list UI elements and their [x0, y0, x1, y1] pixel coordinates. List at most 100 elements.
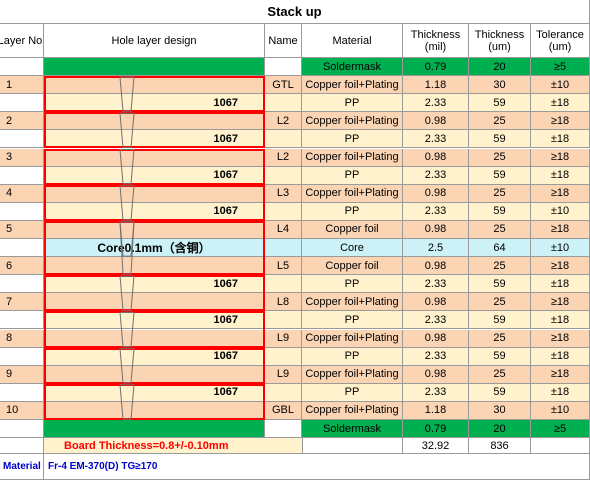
layer-name-cell: [265, 420, 302, 439]
thickness-um-cell: 59: [469, 166, 531, 185]
totals-blank-cell: [303, 438, 403, 455]
layer-no-cell: 2: [0, 112, 44, 131]
thickness-um-cell: 25: [469, 365, 531, 384]
thickness-mil-cell: 2.33: [403, 166, 469, 185]
material-cell: Copper foil: [302, 257, 403, 276]
hole-design-cell: 1067: [44, 347, 265, 366]
layer-no-cell: 4: [0, 184, 44, 203]
layer-name-cell: [265, 202, 302, 221]
hole-design-cell: [44, 420, 265, 439]
material-cell: Copper foil+Plating: [302, 293, 403, 312]
hole-design-cell: [44, 184, 265, 203]
thickness-um-cell: 64: [469, 239, 531, 258]
tolerance-cell: ±10: [531, 239, 590, 258]
material-cell: Copper foil+Plating: [302, 401, 403, 420]
thickness-mil-cell: 0.98: [403, 257, 469, 276]
thickness-um-cell: 30: [469, 76, 531, 95]
header-tolerance-um: Tolerance (um): [531, 24, 590, 58]
footer-text: Fr-4 EM-370(D) TG≥170: [44, 454, 590, 480]
hole-design-cell: [44, 401, 265, 420]
thickness-um-cell: 59: [469, 94, 531, 113]
layer-no-cell: 8: [0, 329, 44, 348]
layer-no-cell: [0, 239, 44, 258]
material-cell: Copper foil+Plating: [302, 112, 403, 131]
thickness-um-cell: 25: [469, 148, 531, 167]
tolerance-cell: ±18: [531, 311, 590, 330]
thickness-mil-cell: 1.18: [403, 401, 469, 420]
layer-name-cell: L2: [265, 112, 302, 131]
hole-design-cell: [44, 365, 265, 384]
layer-no-cell: 10: [0, 401, 44, 420]
layer-name-cell: L9: [265, 365, 302, 384]
thickness-mil-cell: 0.79: [403, 58, 469, 77]
tolerance-cell: ±18: [531, 166, 590, 185]
hole-design-cell: 1067: [44, 94, 265, 113]
layer-name-cell: [265, 347, 302, 366]
tolerance-cell: ≥18: [531, 184, 590, 203]
layer-name-cell: [265, 94, 302, 113]
board-thickness: Board Thickness=0.8+/-0.10mm: [44, 438, 303, 455]
layer-no-cell: 5: [0, 220, 44, 239]
material-cell: Soldermask: [302, 420, 403, 439]
material-cell: Copper foil+Plating: [302, 76, 403, 95]
tolerance-cell: ±10: [531, 202, 590, 221]
thickness-um-cell: 20: [469, 420, 531, 439]
header-material: Material: [302, 24, 403, 58]
thickness-mil-cell: 0.98: [403, 220, 469, 239]
thickness-um-cell: 59: [469, 275, 531, 294]
material-cell: PP: [302, 94, 403, 113]
hole-design-cell: [44, 329, 265, 348]
thickness-mil-cell: 2.33: [403, 130, 469, 149]
layer-no-cell: 1: [0, 76, 44, 95]
layer-name-cell: [265, 58, 302, 77]
tolerance-cell: ≥18: [531, 257, 590, 276]
footer-label: Material: [0, 454, 44, 480]
thickness-mil-cell: 2.5: [403, 239, 469, 258]
tolerance-cell: ±18: [531, 347, 590, 366]
thickness-mil-cell: 0.98: [403, 148, 469, 167]
layer-name-cell: [265, 239, 302, 258]
header-hole-layer-design: Hole layer design: [44, 24, 265, 58]
layer-name-cell: L4: [265, 220, 302, 239]
hole-design-cell: 1067: [44, 202, 265, 221]
thickness-mil-cell: 2.33: [403, 383, 469, 402]
thickness-mil-cell: 0.79: [403, 420, 469, 439]
material-cell: PP: [302, 202, 403, 221]
material-cell: Copper foil+Plating: [302, 148, 403, 167]
layer-name-cell: [265, 275, 302, 294]
thickness-mil-cell: 2.33: [403, 347, 469, 366]
layer-name-cell: [265, 166, 302, 185]
layer-no-cell: [0, 311, 44, 330]
tolerance-cell: ±18: [531, 130, 590, 149]
thickness-mil-cell: 0.98: [403, 293, 469, 312]
tolerance-cell: ±18: [531, 275, 590, 294]
layer-no-cell: [0, 94, 44, 113]
thickness-mil-cell: 0.98: [403, 112, 469, 131]
tolerance-cell: ≥18: [531, 148, 590, 167]
thickness-um-cell: 25: [469, 184, 531, 203]
thickness-mil-cell: 2.33: [403, 311, 469, 330]
thickness-um-cell: 59: [469, 383, 531, 402]
hole-design-cell: [44, 148, 265, 167]
hole-design-cell: [44, 76, 265, 95]
thickness-um-cell: 59: [469, 311, 531, 330]
layer-name-cell: L5: [265, 257, 302, 276]
header-thickness-mil: Thickness (mil): [403, 24, 469, 58]
thickness-um-cell: 20: [469, 58, 531, 77]
layer-no-cell: [0, 383, 44, 402]
layer-no-cell: 7: [0, 293, 44, 312]
hole-design-cell: 1067: [44, 275, 265, 294]
thickness-um-cell: 25: [469, 257, 531, 276]
hole-design-cell: [44, 293, 265, 312]
header-thickness-um: Thickness (um): [469, 24, 531, 58]
layer-no-cell: [0, 166, 44, 185]
thickness-um-cell: 25: [469, 293, 531, 312]
hole-design-cell: [44, 220, 265, 239]
thickness-um-cell: 30: [469, 401, 531, 420]
thickness-mil-cell: 0.98: [403, 329, 469, 348]
material-cell: Copper foil: [302, 220, 403, 239]
material-cell: PP: [302, 275, 403, 294]
total-mil: 32.92: [403, 438, 469, 455]
material-cell: Copper foil+Plating: [302, 329, 403, 348]
